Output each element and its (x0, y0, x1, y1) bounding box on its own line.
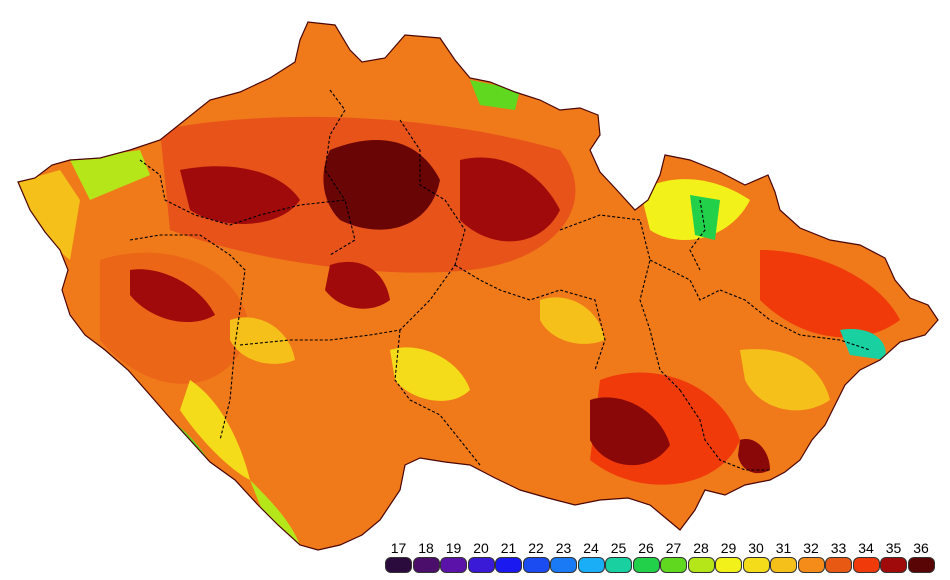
legend-label: 26 (638, 540, 654, 556)
legend-swatch (522, 557, 550, 573)
legend-label: 32 (803, 540, 819, 556)
legend-swatch (825, 557, 852, 573)
legend-swatch (660, 557, 687, 573)
legend-label: 29 (720, 540, 737, 556)
legend-label: 33 (830, 540, 847, 556)
legend-item: 36 (907, 540, 936, 576)
legend-label: 36 (913, 540, 929, 556)
legend-label: 21 (500, 540, 517, 556)
legend-swatch (632, 557, 660, 573)
legend-label: 31 (775, 540, 792, 556)
legend-label: 22 (528, 540, 544, 556)
legend-swatch (715, 557, 742, 573)
legend-swatch (385, 557, 412, 573)
legend-label: 23 (555, 540, 572, 556)
temperature-legend: 17 18 19 20 21 22 23 24 25 26 27 28 29 30 31 32 33 34 35 36 (384, 540, 946, 576)
legend-swatch (797, 557, 825, 573)
legend-item: 29 (714, 540, 743, 576)
legend-swatch (742, 557, 770, 573)
legend-label: 19 (445, 540, 462, 556)
legend-label: 30 (748, 540, 764, 556)
legend-item: 21 (494, 540, 523, 576)
legend-swatch (577, 557, 605, 573)
legend-label: 17 (390, 540, 407, 556)
legend-label: 35 (885, 540, 902, 556)
legend-label: 34 (858, 540, 874, 556)
legend-item: 32 (797, 540, 826, 576)
legend-item: 31 (769, 540, 798, 576)
legend-swatch (687, 557, 715, 573)
legend-item: 20 (467, 540, 496, 576)
legend-item: 18 (412, 540, 441, 576)
legend-item: 17 (384, 540, 413, 576)
legend-item: 28 (687, 540, 716, 576)
legend-item: 26 (632, 540, 661, 576)
legend-label: 24 (583, 540, 599, 556)
legend-swatch (852, 557, 880, 573)
legend-label: 25 (610, 540, 627, 556)
legend-label: 28 (693, 540, 709, 556)
legend-item: 27 (659, 540, 688, 576)
legend-swatch (440, 557, 467, 573)
legend-swatch (880, 557, 907, 573)
legend-item: 19 (439, 540, 468, 576)
legend-swatch (412, 557, 440, 573)
legend-label: 27 (665, 540, 682, 556)
legend-item: 33 (824, 540, 853, 576)
legend-label: 18 (418, 540, 434, 556)
legend-swatch (467, 557, 495, 573)
legend-item: 34 (852, 540, 881, 576)
legend-swatch (495, 557, 522, 573)
legend-swatch (770, 557, 797, 573)
legend-item: 22 (522, 540, 551, 576)
legend-swatch (605, 557, 632, 573)
legend-swatch (907, 557, 935, 573)
legend-item: 30 (742, 540, 771, 576)
legend-item: 24 (577, 540, 606, 576)
legend-item: 23 (549, 540, 578, 576)
legend-item: 35 (879, 540, 908, 576)
legend-swatch (550, 557, 577, 573)
legend-label: 20 (473, 540, 489, 556)
legend-item: 25 (604, 540, 633, 576)
